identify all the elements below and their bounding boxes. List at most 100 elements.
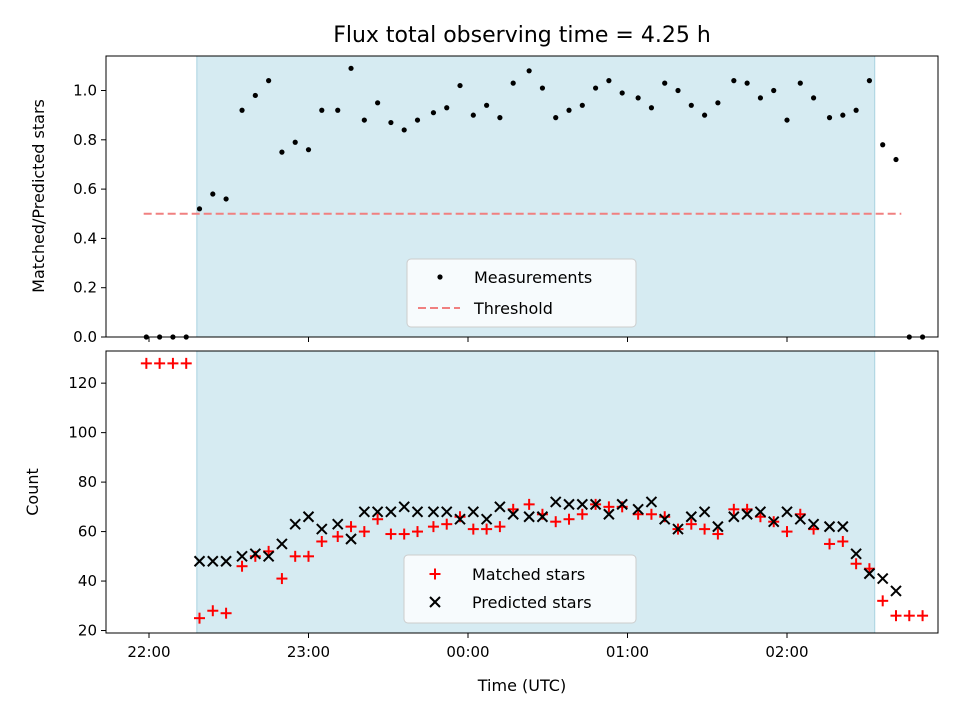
predicted-stars-point (698, 506, 711, 518)
axes-frame (105, 55, 939, 338)
predicted-stars-point (563, 498, 575, 511)
predicted-stars-point (645, 496, 658, 508)
legend-label-threshold: Threshold (473, 299, 553, 318)
measurement-point (470, 112, 476, 118)
matched-stars-point (140, 357, 152, 369)
marker-stroke (441, 506, 453, 518)
matched-stars-point (332, 531, 344, 543)
predicted-stars-point (781, 506, 793, 518)
predicted-stars-point (193, 555, 206, 567)
matched-stars-point (781, 526, 793, 538)
matched-stars-point (427, 521, 439, 533)
measurement-point (539, 85, 546, 91)
marker-stroke (616, 498, 628, 511)
marker-stroke (193, 555, 206, 567)
marker-stroke (494, 501, 506, 513)
marker-stroke (781, 506, 793, 518)
marker-stroke (289, 518, 301, 530)
measurement-point (484, 102, 490, 108)
predicted-stars-point (332, 518, 344, 530)
top-axes: 0.0 0.2 0.4 0.6 0.8 1.0 Measurements Threshold (73, 55, 939, 346)
measurement-point (305, 147, 312, 153)
matched-stars-point (467, 523, 479, 535)
predicted-stars-point (427, 506, 440, 518)
measurement-point (688, 102, 694, 108)
matched-stars-point (398, 528, 410, 540)
x-tick-label: 01:00 (606, 643, 649, 661)
predicted-stars-point (398, 501, 410, 513)
measurement-point (593, 85, 599, 91)
predicted-stars-point (632, 503, 644, 516)
marker-stroke (262, 550, 275, 563)
predicted-stars-point (371, 506, 384, 518)
marker-stroke (398, 501, 410, 513)
marker-stroke (507, 508, 519, 520)
predicted-stars-point (837, 520, 849, 533)
measurement-point (579, 102, 585, 108)
marker-stroke (850, 548, 862, 560)
matched-stars-point (180, 357, 192, 369)
measurement-point (388, 119, 394, 126)
measurement-point (866, 78, 873, 84)
predicted-stars-point (467, 506, 480, 518)
legend-box (403, 554, 637, 624)
predicted-stars-point (576, 498, 589, 511)
measurement-point (497, 115, 503, 121)
y-tick-label: 1.0 (73, 82, 97, 100)
matched-stars-point (372, 513, 384, 525)
x-tick-label: 22:00 (127, 643, 170, 661)
bottom-axes: 20 40 60 80 100 120 22:00 23:00 00:00 01:00 02:00 M… (68, 350, 939, 661)
matched-stars-point (220, 607, 232, 619)
measurement-point (319, 107, 325, 113)
marker-stroke (603, 508, 615, 520)
predicted-stars-point (685, 511, 698, 523)
y-tick-label: 0.0 (73, 328, 97, 346)
top-data-layer (143, 65, 926, 340)
legend-label-matched: Matched stars (472, 565, 585, 584)
matched-stars-point (316, 535, 328, 547)
marker-stroke (467, 506, 480, 518)
marker-stroke (741, 508, 753, 520)
measurement-point (880, 142, 886, 148)
marker-stroke (523, 511, 535, 523)
marker-stroke (863, 567, 876, 580)
marker-stroke (358, 506, 371, 518)
marker-stroke (659, 513, 671, 525)
predicted-stars-point (454, 513, 466, 525)
predicted-stars-point (316, 523, 328, 535)
bottom-y-axis-label: Count (23, 468, 42, 516)
marker-stroke (536, 511, 549, 523)
matched-stars-point (837, 535, 849, 547)
marker-stroke (429, 596, 441, 608)
measurement-point (648, 105, 655, 111)
predicted-stars-point (536, 511, 549, 523)
matched-stars-point (194, 612, 206, 624)
predicted-stars-point (494, 501, 506, 513)
measurement-point (731, 78, 737, 84)
measurement-point (853, 107, 859, 113)
matched-stars-point (523, 498, 535, 510)
matched-stars-point (824, 538, 836, 550)
matched-stars-point (207, 605, 219, 617)
marker-stroke (302, 511, 315, 523)
marker-stroke (807, 518, 820, 530)
measurement-point (292, 139, 298, 145)
predicted-stars-point (385, 506, 397, 518)
legend-measurements-marker (437, 274, 443, 280)
x-tick-label: 00:00 (446, 643, 489, 661)
matched-stars-point (154, 357, 166, 369)
matched-stars-point (890, 610, 902, 622)
marker-stroke (385, 506, 397, 518)
measurement-point (662, 80, 668, 86)
marker-stroke (345, 533, 357, 545)
marker-stroke (754, 506, 767, 518)
matched-stars-point (603, 501, 615, 513)
legend-label-predicted: Predicted stars (472, 593, 592, 612)
measurement-point (252, 92, 258, 99)
matched-stars-point (441, 518, 453, 530)
matched-stars-point (917, 610, 929, 622)
marker-stroke (236, 550, 248, 563)
marker-stroke (890, 585, 902, 597)
measurement-point (553, 115, 559, 121)
